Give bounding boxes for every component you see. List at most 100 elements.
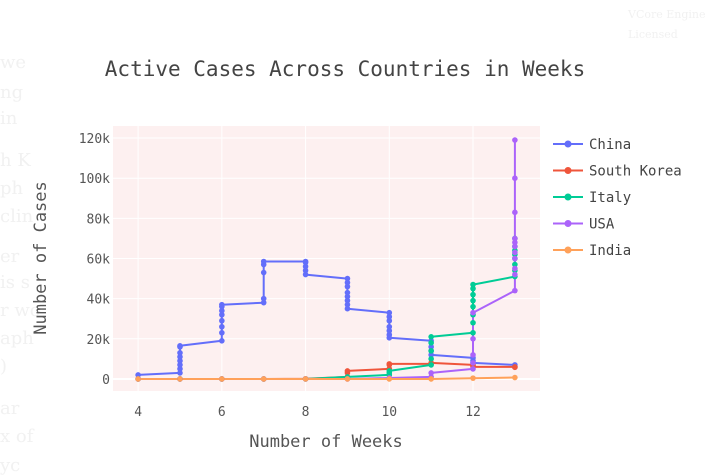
data-point — [512, 364, 518, 371]
x-tick-labels: 4 6 8 10 12 — [134, 405, 481, 420]
data-point — [260, 258, 267, 265]
data-point — [512, 209, 518, 216]
data-point — [302, 259, 309, 266]
data-point — [512, 255, 518, 262]
data-point — [470, 375, 476, 381]
data-point — [470, 297, 476, 304]
legend-marker — [564, 140, 572, 148]
data-point — [512, 265, 518, 272]
data-point — [302, 263, 309, 270]
data-point — [386, 368, 393, 374]
data-point — [386, 313, 393, 320]
data-point — [428, 348, 434, 354]
legend-item[interactable]: China — [553, 137, 631, 153]
data-point — [344, 279, 351, 286]
data-point — [428, 352, 434, 358]
data-point — [260, 376, 267, 382]
data-point — [470, 281, 476, 288]
data-point — [219, 338, 225, 344]
legend-marker — [564, 193, 572, 201]
series-markers — [135, 137, 518, 382]
x-tick-label: 8 — [302, 405, 310, 420]
legend[interactable]: China South Korea Italy USA India — [553, 137, 682, 259]
y-tick-label: 100k — [79, 172, 110, 187]
data-point — [302, 267, 309, 274]
chart-title: Active Cases Across Countries in Weeks — [105, 57, 585, 81]
data-point — [219, 376, 225, 382]
data-point — [428, 340, 434, 346]
data-point — [344, 275, 351, 282]
data-point — [386, 361, 393, 367]
data-point — [428, 362, 434, 368]
y-tick-label: 20k — [87, 333, 111, 348]
data-point — [386, 327, 393, 334]
data-point — [177, 366, 183, 372]
legend-label: India — [589, 243, 631, 259]
data-point — [512, 235, 518, 242]
data-point — [512, 239, 518, 246]
y-tick-label: 40k — [87, 293, 111, 308]
y-tick-label: 120k — [79, 132, 110, 147]
data-point — [177, 350, 183, 356]
data-point — [260, 299, 267, 306]
data-point — [386, 309, 393, 316]
data-point — [428, 333, 434, 340]
legend-label: China — [589, 137, 631, 153]
data-point — [470, 366, 476, 372]
x-tick-label: 12 — [465, 405, 481, 420]
data-point — [470, 352, 476, 358]
x-tick-label: 10 — [381, 405, 397, 420]
data-point — [344, 297, 351, 304]
data-point — [344, 376, 351, 382]
y-tick-labels: 0 20k 40k 60k 80k 100k 120k — [79, 132, 110, 388]
data-point — [177, 362, 183, 368]
legend-item[interactable]: India — [553, 243, 631, 259]
data-point — [386, 334, 393, 341]
data-point — [470, 285, 476, 292]
data-point — [260, 295, 267, 302]
data-point — [386, 317, 393, 324]
data-point — [344, 305, 351, 312]
data-point — [219, 311, 225, 318]
data-point — [512, 243, 518, 250]
legend-item[interactable]: USA — [553, 217, 615, 233]
x-tick-label: 4 — [134, 405, 142, 420]
data-point — [386, 376, 393, 382]
data-point — [470, 319, 476, 326]
y-axis-label: Number of Cases — [31, 181, 51, 335]
data-point — [344, 368, 351, 374]
legend-marker — [564, 167, 572, 174]
data-point — [135, 372, 141, 378]
y-tick-label: 60k — [87, 253, 111, 268]
legend-marker — [564, 220, 572, 227]
data-point — [177, 376, 183, 382]
data-point — [177, 370, 183, 376]
data-point — [260, 269, 267, 276]
y-tick-label: 0 — [102, 373, 110, 388]
data-point — [512, 137, 518, 143]
data-point — [344, 283, 351, 290]
data-point — [219, 317, 225, 324]
data-point — [219, 307, 225, 314]
data-point — [302, 271, 309, 278]
data-point — [470, 309, 476, 316]
data-point — [428, 356, 434, 362]
legend-item[interactable]: South Korea — [553, 164, 682, 180]
line-chart: Active Cases Across Countries in Weeks 4… — [31, 57, 682, 452]
data-point — [512, 261, 518, 268]
data-point — [470, 360, 476, 366]
x-tick-label: 6 — [218, 405, 226, 420]
data-point — [470, 329, 476, 336]
data-point — [386, 323, 393, 330]
x-axis-label: Number of Weeks — [249, 432, 403, 452]
data-point — [344, 293, 351, 300]
legend-item[interactable]: Italy — [553, 190, 631, 206]
data-point — [344, 301, 351, 308]
data-point — [177, 358, 183, 364]
data-point — [512, 249, 518, 256]
legend-marker — [564, 246, 572, 254]
legend-label: USA — [589, 217, 615, 233]
data-point — [512, 271, 518, 278]
data-point — [219, 329, 225, 336]
data-point — [177, 343, 183, 349]
